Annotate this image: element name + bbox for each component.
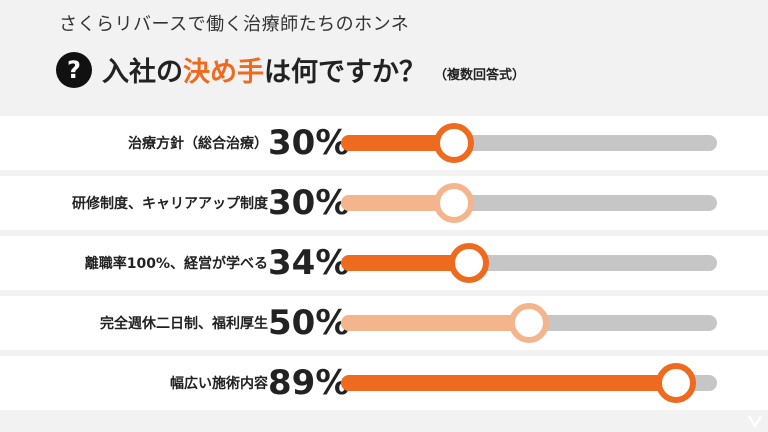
bar-fill xyxy=(341,375,676,391)
bar-fill xyxy=(341,195,454,211)
bar-knob xyxy=(509,303,549,343)
bar-track xyxy=(341,183,717,223)
value-label: 30% xyxy=(268,123,350,163)
chart-row: 治療方針（総合治療） 30% xyxy=(0,116,768,170)
bar-track xyxy=(341,363,717,403)
bar-fill xyxy=(341,315,529,331)
category-label: 治療方針（総合治療） xyxy=(128,136,268,152)
category-label: 離職率100%、経営が学べる xyxy=(84,256,268,272)
title-part1: 入社の xyxy=(102,57,183,88)
bar-fill xyxy=(341,255,469,271)
value-label: 30% xyxy=(268,183,350,223)
title-part2: は何ですか？ xyxy=(264,57,426,88)
title-text: 入社の決め手は何ですか？ xyxy=(102,50,426,89)
category-label: 幅広い施術内容 xyxy=(170,376,268,392)
category-label: 研修制度、キャリアアップ制度 xyxy=(72,196,268,212)
chart-row: 幅広い施術内容 89% xyxy=(0,356,768,410)
bar-knob xyxy=(434,183,474,223)
page-title: ? 入社の決め手は何ですか？ （複数回答式） xyxy=(56,50,525,89)
bar-fill xyxy=(341,135,454,151)
bar-knob xyxy=(434,123,474,163)
bar-track xyxy=(341,243,717,283)
title-highlight: 決め手 xyxy=(183,57,264,88)
page-subtitle: さくらリバースで働く治療師たちのホンネ xyxy=(59,14,410,35)
bar-knob xyxy=(656,363,696,403)
question-mark-icon: ? xyxy=(56,51,92,88)
corner-logo-icon xyxy=(748,415,762,428)
title-note: （複数回答式） xyxy=(434,68,526,83)
chart-row: 研修制度、キャリアアップ制度 30% xyxy=(0,176,768,230)
bar-knob xyxy=(449,243,489,283)
category-label: 完全週休二日制、福利厚生 xyxy=(100,316,268,332)
chart-row: 完全週休二日制、福利厚生 50% xyxy=(0,296,768,350)
value-label: 50% xyxy=(268,303,350,343)
value-label: 89% xyxy=(268,363,350,403)
chart-row: 離職率100%、経営が学べる 34% xyxy=(0,236,768,290)
bar-track xyxy=(341,303,717,343)
value-label: 34% xyxy=(268,243,350,283)
bar-track xyxy=(341,123,717,163)
